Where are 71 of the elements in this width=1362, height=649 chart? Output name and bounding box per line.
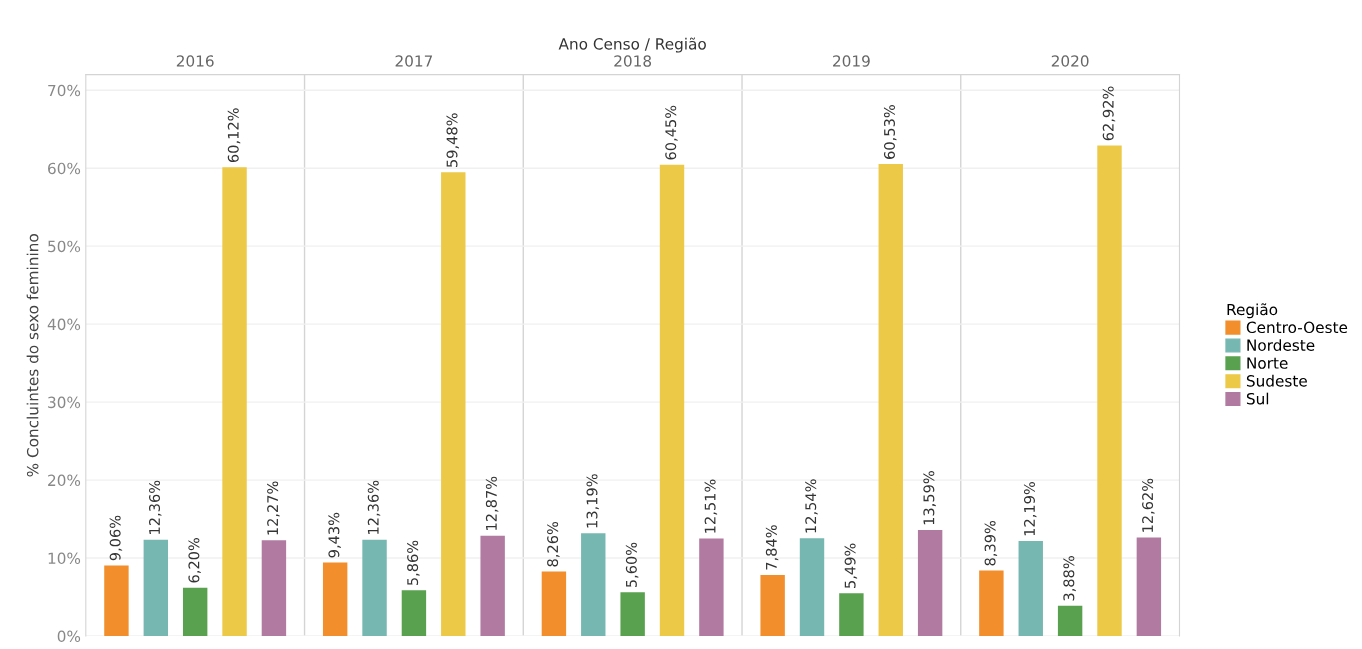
bar — [659, 164, 685, 637]
data-label: 8,26% — [547, 521, 560, 567]
bar — [480, 535, 505, 637]
data-label: 12,54% — [805, 479, 818, 533]
data-label: 12,36% — [367, 480, 381, 534]
bar — [1136, 537, 1162, 637]
x-tick-label: 2017 — [395, 55, 433, 67]
bar — [760, 574, 785, 637]
data-label: 12,27% — [267, 481, 280, 535]
bar — [581, 533, 606, 637]
bar — [401, 590, 427, 637]
x-tick-label: 2016 — [176, 55, 214, 67]
bar — [222, 167, 247, 637]
data-label: 3,88% — [1063, 556, 1076, 601]
bar — [1018, 540, 1043, 637]
y-tick-label: 20% — [48, 474, 81, 487]
bar — [620, 592, 645, 637]
data-label: 9,06% — [109, 515, 123, 561]
y-tick-label: 30% — [48, 396, 81, 409]
data-label: 60,12% — [227, 108, 241, 163]
bar — [182, 587, 208, 637]
bar — [1057, 605, 1083, 637]
data-label: 60,53% — [883, 105, 897, 159]
y-axis-title: % Concluintes do sexo feminino — [26, 234, 39, 477]
y-tick-label: 50% — [48, 240, 81, 253]
legend-label: Norte — [1247, 357, 1288, 369]
data-label: 60,45% — [665, 105, 678, 160]
y-tick-label: 40% — [47, 318, 81, 331]
bar — [441, 172, 466, 637]
data-label: 5,49% — [844, 543, 858, 588]
x-tick-label: 2018 — [614, 55, 652, 67]
data-label: 12,87% — [485, 476, 499, 530]
x-tick-label: 2020 — [1051, 55, 1089, 67]
legend-title: Região — [1227, 303, 1278, 319]
data-label: 5,60% — [625, 542, 639, 588]
bar — [878, 164, 903, 637]
data-label: 12,19% — [1023, 482, 1037, 536]
bar — [979, 570, 1004, 637]
data-label: 59,48% — [446, 113, 459, 167]
y-tick-label: 10% — [48, 552, 81, 565]
bar — [699, 538, 724, 637]
bar — [1097, 145, 1122, 637]
legend-label: Sudeste — [1246, 374, 1307, 387]
x-axis-title: Ano Censo / Região — [558, 37, 706, 53]
y-tick-label: 60% — [48, 162, 81, 175]
data-label: 12,51% — [704, 479, 718, 533]
bar — [322, 562, 348, 637]
bar — [541, 571, 567, 637]
bar — [261, 540, 287, 637]
y-tick-label: 0% — [57, 630, 81, 643]
data-label: 7,84% — [765, 525, 779, 570]
bar — [362, 539, 387, 637]
x-tick-label: 2019 — [833, 55, 870, 67]
data-label: 5,86% — [407, 540, 420, 586]
data-label: 13,19% — [586, 474, 599, 528]
legend-label: Centro-Oeste — [1246, 321, 1348, 334]
bar — [143, 539, 169, 637]
data-label: 6,20% — [188, 537, 201, 583]
data-label: 9,43% — [328, 512, 341, 558]
legend-label: Nordeste — [1247, 339, 1315, 351]
legend-label: Sul — [1246, 392, 1269, 405]
data-label: 62,92% — [1102, 86, 1116, 141]
bar — [799, 538, 825, 637]
bar — [917, 530, 943, 637]
data-label: 12,62% — [1142, 478, 1155, 532]
data-label: 13,59% — [923, 471, 936, 525]
bar — [104, 565, 129, 637]
y-tick-label: 70% — [48, 84, 81, 97]
bar — [839, 593, 864, 637]
data-label: 12,36% — [149, 480, 162, 534]
data-label: 8,39% — [984, 520, 998, 566]
